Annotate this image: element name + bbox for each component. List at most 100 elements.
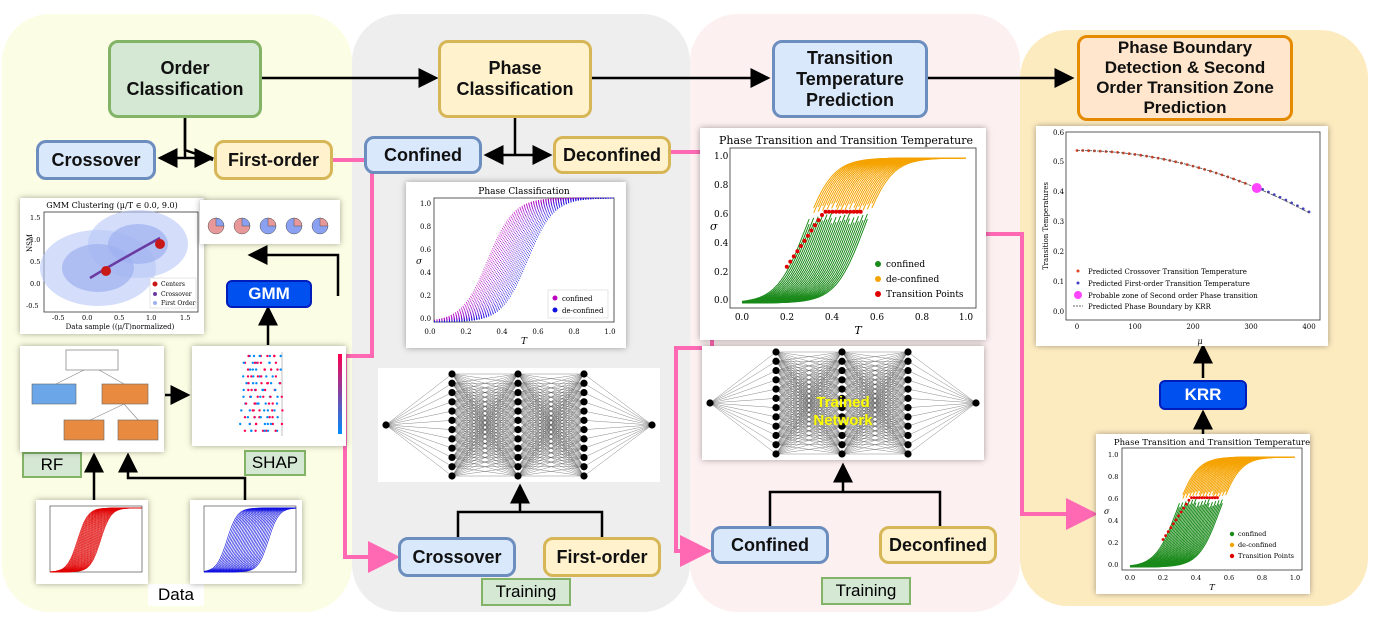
shap-point	[246, 368, 250, 371]
svg-text:Predicted Phase Boundary by KR: Predicted Phase Boundary by KRR	[1088, 303, 1212, 311]
shap-point	[246, 375, 250, 378]
first-order-point	[1284, 198, 1288, 202]
svg-text:0.8: 0.8	[1257, 574, 1267, 582]
svg-text:confined: confined	[886, 260, 925, 270]
shap-point	[271, 422, 274, 426]
transition-point	[795, 249, 800, 254]
transition-point	[798, 244, 803, 248]
shap-point	[268, 354, 272, 358]
network-node	[448, 416, 456, 424]
network-node	[448, 463, 456, 471]
shap-point	[274, 429, 277, 432]
network-node	[904, 441, 912, 449]
network-node	[772, 431, 780, 440]
svg-text:0.5: 0.5	[1053, 158, 1064, 166]
shap-point	[260, 375, 263, 378]
svg-text:0.6: 0.6	[532, 328, 544, 336]
network-node	[580, 416, 588, 424]
shap-point	[263, 422, 267, 426]
network-node	[448, 407, 456, 415]
shap-point	[248, 368, 252, 371]
transition-point	[1213, 496, 1217, 500]
shap-point	[252, 375, 255, 378]
svg-text:0.4: 0.4	[1108, 517, 1118, 525]
network-node	[772, 376, 780, 384]
krr-box: KRR	[1159, 380, 1247, 410]
network-node	[904, 422, 912, 430]
training-tag-phase: Training	[481, 578, 571, 606]
network-node	[580, 398, 588, 406]
svg-text:0.0: 0.0	[1053, 308, 1064, 316]
shap-point	[258, 354, 261, 358]
phase-series-curve	[433, 197, 614, 321]
shap-point	[269, 368, 273, 371]
confined-curve	[1130, 503, 1223, 568]
shap-point	[261, 388, 264, 392]
network-node	[580, 472, 588, 480]
shap-point	[243, 429, 247, 432]
shap-point	[240, 409, 243, 412]
shap-point	[280, 395, 283, 398]
phase-series-curve	[434, 197, 615, 323]
svg-text:0.2: 0.2	[714, 268, 728, 278]
shap-point	[251, 368, 254, 371]
network-node	[972, 399, 980, 407]
svg-text:de-confined: de-confined	[562, 307, 604, 315]
svg-text:de-confined: de-confined	[886, 275, 940, 285]
shap-point	[266, 409, 270, 412]
shap-point	[256, 361, 259, 364]
svg-text:1.0: 1.0	[714, 152, 729, 162]
svg-text:0.8: 0.8	[568, 328, 579, 336]
network-node	[580, 370, 588, 378]
network-node	[580, 379, 588, 387]
svg-text:0.8: 0.8	[1108, 473, 1118, 481]
phase-series-curve	[433, 197, 614, 322]
shap-tag: SHAP	[244, 450, 306, 476]
shap-point	[251, 382, 255, 385]
svg-text:σ: σ	[710, 220, 718, 233]
svg-text:0.3: 0.3	[1053, 218, 1064, 226]
shap-summary-figure	[192, 346, 346, 446]
svg-text:0.0: 0.0	[1108, 561, 1118, 569]
shap-point	[281, 409, 284, 412]
svg-text:0.4: 0.4	[496, 328, 508, 336]
svg-text:1.0: 1.0	[30, 236, 40, 244]
svg-text:0.2: 0.2	[780, 313, 794, 323]
shap-point	[254, 429, 257, 432]
shap-point	[269, 382, 273, 385]
svg-text:0: 0	[1075, 323, 1079, 331]
svg-text:T: T	[521, 337, 528, 347]
network-node	[838, 404, 846, 412]
svg-text:0.2: 0.2	[1108, 539, 1118, 547]
network-node	[448, 370, 456, 378]
shap-point	[251, 361, 254, 364]
shap-point	[256, 402, 259, 405]
crossover-box: Crossover	[36, 140, 156, 180]
shap-point	[242, 395, 245, 398]
shap-point	[273, 409, 276, 412]
shap-point	[243, 416, 247, 419]
transition-point	[805, 233, 810, 238]
svg-text:0.2: 0.2	[1158, 574, 1168, 582]
network-node	[838, 348, 846, 356]
svg-text:Phase Classification: Phase Classification	[478, 187, 570, 197]
shap-point	[255, 382, 258, 385]
svg-text:1.0: 1.0	[420, 200, 431, 208]
transition-point	[841, 209, 846, 214]
shap-point	[271, 416, 274, 419]
transition-point	[1195, 496, 1199, 500]
shap-point	[271, 375, 274, 378]
shap-point	[279, 354, 282, 358]
shap-point	[266, 416, 269, 419]
shap-point	[274, 375, 278, 378]
network-node	[904, 413, 912, 421]
svg-text:0.8: 0.8	[420, 223, 431, 231]
shap-point	[278, 382, 282, 385]
transition-point	[1205, 496, 1209, 500]
network-node	[514, 398, 522, 406]
network-node	[448, 379, 456, 387]
network-node	[904, 450, 912, 458]
network-node	[838, 385, 846, 393]
svg-text:T: T	[854, 324, 863, 337]
shap-point	[264, 402, 267, 405]
